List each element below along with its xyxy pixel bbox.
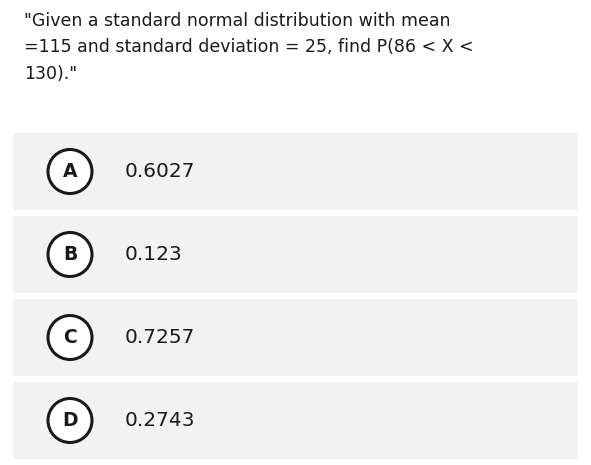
Text: 0.123: 0.123 [125,245,183,264]
Text: "Given a standard normal distribution with mean
=115 and standard deviation = 25: "Given a standard normal distribution wi… [24,12,473,83]
Text: 0.2743: 0.2743 [125,411,196,430]
Text: D: D [62,411,78,430]
Circle shape [48,315,92,359]
FancyBboxPatch shape [13,382,578,459]
Text: B: B [63,245,77,264]
FancyBboxPatch shape [13,133,578,210]
FancyBboxPatch shape [13,299,578,376]
Text: C: C [63,328,77,347]
Text: 0.7257: 0.7257 [125,328,196,347]
Circle shape [48,232,92,277]
FancyBboxPatch shape [13,216,578,293]
Circle shape [48,150,92,193]
Text: 0.6027: 0.6027 [125,162,196,181]
Circle shape [48,399,92,443]
Text: A: A [63,162,77,181]
